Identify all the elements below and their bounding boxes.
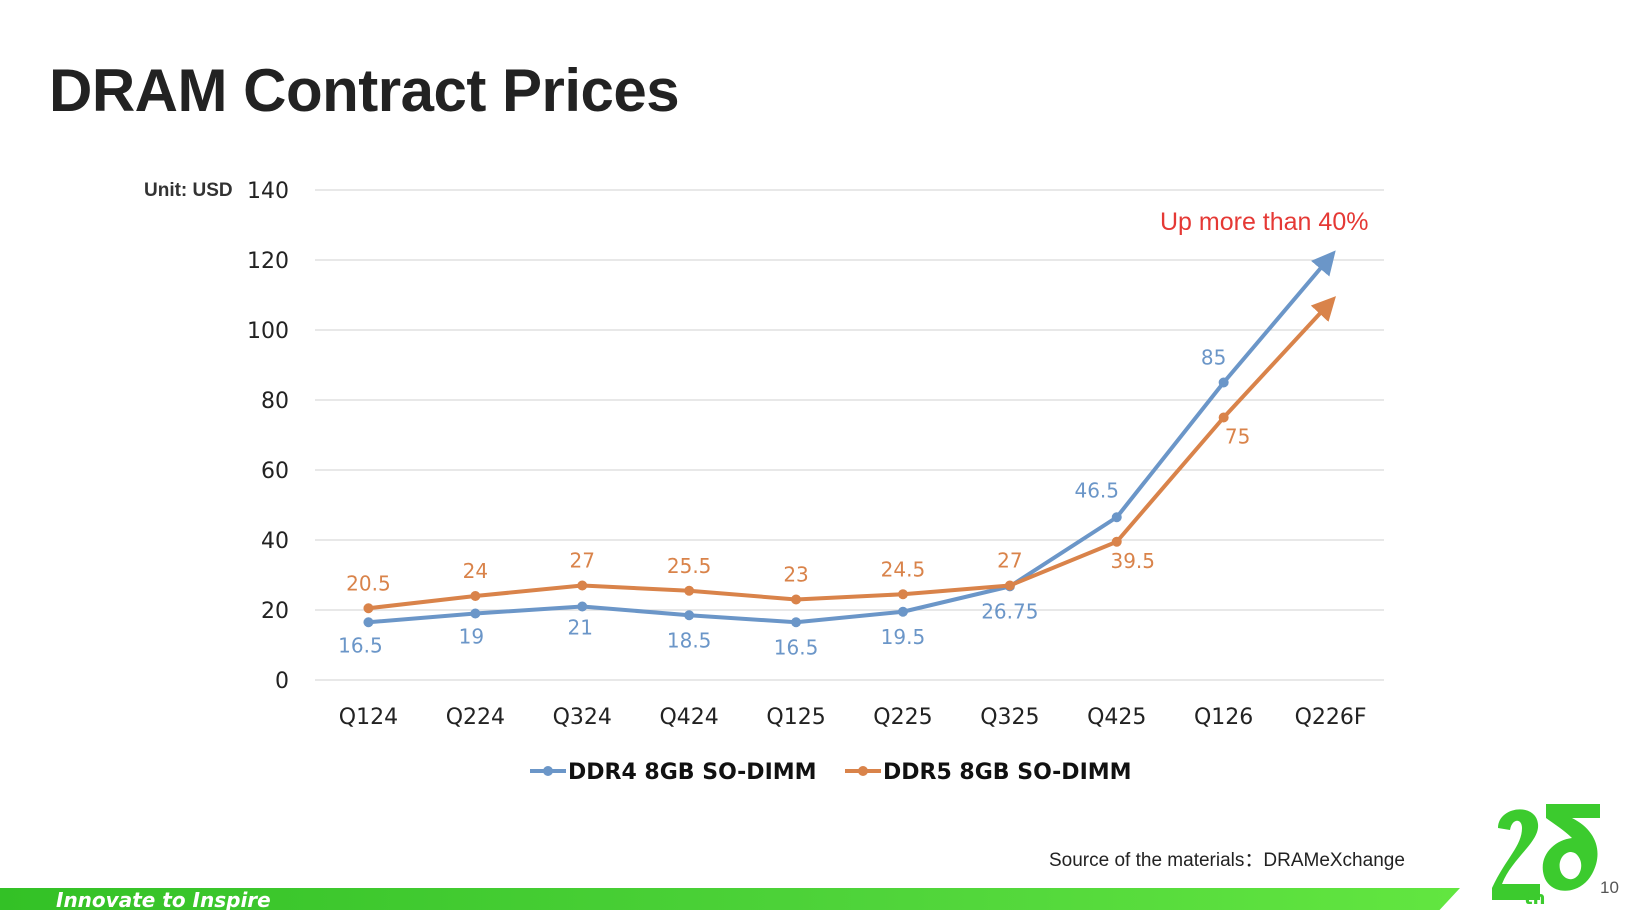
y-tick-label: 0: [275, 669, 289, 694]
data-point: [577, 601, 588, 612]
data-point: [897, 589, 908, 600]
x-tick-label: Q324: [553, 705, 612, 730]
legend-marker: [858, 766, 868, 776]
data-label: 46.5: [1074, 478, 1119, 502]
data-point: [363, 617, 374, 628]
x-tick-label: Q424: [659, 705, 718, 730]
data-label: 24.5: [881, 557, 926, 581]
trend-annotation: Up more than 40%: [1160, 208, 1369, 236]
data-point: [684, 610, 695, 621]
legend-label: DDR4 8GB SO-DIMM: [568, 760, 817, 785]
data-label: 25.5: [667, 554, 712, 578]
source-note: Source of the materials：DRAMeXchange: [1049, 850, 1405, 871]
data-label: 16.5: [774, 635, 819, 659]
data-label: 23: [783, 563, 808, 587]
unit-label: Unit: USD: [144, 180, 233, 201]
data-label: 18.5: [667, 628, 712, 652]
y-tick-label: 80: [261, 389, 289, 414]
data-point: [897, 606, 908, 617]
x-tick-label: Q226F: [1295, 705, 1367, 730]
data-point: [470, 608, 481, 619]
y-tick-label: 60: [261, 459, 289, 484]
x-tick-label: Q125: [766, 705, 825, 730]
data-point: [1218, 412, 1229, 423]
page-title: DRAM Contract Prices: [49, 57, 680, 124]
data-label: 27: [997, 549, 1022, 573]
data-label: 19: [459, 625, 484, 649]
y-tick-label: 140: [247, 179, 289, 204]
data-label: 75: [1225, 425, 1250, 449]
data-label: 26.75: [981, 599, 1038, 623]
data-point: [363, 603, 374, 614]
legend-marker: [543, 766, 553, 776]
forecast-arrow: [1222, 250, 1336, 384]
data-label: 21: [568, 616, 593, 640]
data-label: 20.5: [346, 571, 391, 595]
x-tick-label: Q126: [1194, 705, 1253, 730]
legend-label: DDR5 8GB SO-DIMM: [883, 760, 1132, 785]
footer-tagline: Innovate to Inspire: [56, 888, 271, 912]
x-tick-label: Q325: [980, 705, 1039, 730]
data-point: [1111, 512, 1122, 523]
anniversary-logo: th: [1492, 804, 1600, 906]
data-label: 27: [570, 549, 595, 573]
y-tick-label: 120: [247, 249, 289, 274]
data-point: [1218, 377, 1229, 388]
x-tick-label: Q124: [339, 705, 398, 730]
data-point: [684, 585, 695, 596]
x-tick-label: Q225: [873, 705, 932, 730]
footer-bar: [0, 888, 1460, 910]
y-tick-label: 100: [247, 319, 289, 344]
y-tick-label: 40: [261, 529, 289, 554]
data-label: 16.5: [338, 633, 383, 657]
page-number: 10: [1600, 878, 1619, 897]
data-point: [791, 617, 802, 628]
forecast-arrow: [1222, 296, 1336, 419]
data-label: 19.5: [881, 625, 926, 649]
data-label: 85: [1201, 346, 1226, 370]
data-point: [1111, 536, 1122, 547]
data-point: [791, 594, 802, 605]
x-tick-label: Q425: [1087, 705, 1146, 730]
data-point: [1004, 580, 1015, 591]
data-point: [577, 580, 588, 591]
data-point: [470, 591, 481, 601]
x-tick-label: Q224: [446, 705, 505, 730]
y-tick-label: 20: [261, 599, 289, 624]
data-label: 39.5: [1110, 549, 1155, 573]
svg-text:th: th: [1524, 888, 1545, 906]
data-label: 24: [463, 559, 488, 583]
